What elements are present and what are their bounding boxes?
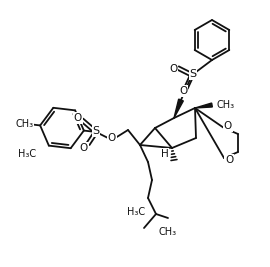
Text: S: S [190, 69, 197, 79]
Text: CH₃: CH₃ [159, 227, 177, 237]
Text: O: O [169, 64, 177, 74]
Text: O: O [179, 86, 187, 96]
Text: H₃C: H₃C [18, 149, 36, 159]
Text: O: O [74, 113, 82, 123]
Text: O: O [108, 133, 116, 143]
Text: O: O [225, 155, 233, 165]
Text: CH₃: CH₃ [15, 120, 33, 129]
Polygon shape [174, 99, 183, 118]
Text: O: O [80, 143, 88, 153]
Polygon shape [195, 103, 212, 108]
Text: H₃C: H₃C [127, 207, 145, 217]
Text: CH₃: CH₃ [217, 100, 235, 110]
Text: O: O [224, 121, 232, 131]
Text: H: H [161, 149, 169, 159]
Text: S: S [92, 126, 100, 136]
